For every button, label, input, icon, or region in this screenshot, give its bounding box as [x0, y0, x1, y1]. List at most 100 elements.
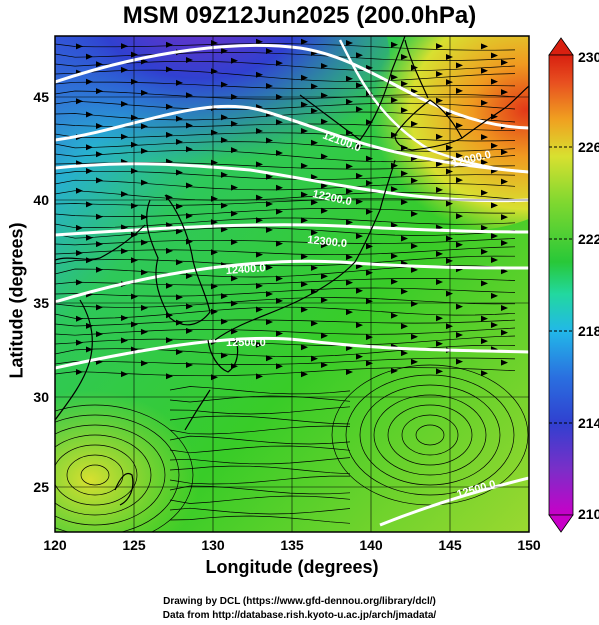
- streamline: [55, 60, 516, 72]
- streamline: [169, 425, 351, 435]
- streamline: [55, 69, 516, 82]
- streamline-arrow: [276, 240, 283, 247]
- streamline-swirl: [401, 414, 459, 456]
- streamline-arrow: [166, 247, 173, 254]
- streamline-arrow: [76, 249, 83, 256]
- streamline-arrow: [346, 254, 353, 261]
- streamline-arrow: [401, 53, 408, 60]
- streamline-arrow: [356, 287, 363, 294]
- streamline-arrow: [366, 155, 373, 162]
- streamline-arrow: [436, 368, 443, 375]
- y-tick-label: 35: [33, 295, 49, 311]
- streamline-arrow: [346, 39, 353, 46]
- streamline-arrow: [491, 78, 498, 85]
- streamline-arrow: [176, 203, 183, 210]
- streamline-arrow: [176, 138, 183, 145]
- streamline-arrow: [411, 210, 418, 217]
- streamline-arrow: [366, 119, 373, 126]
- streamline-arrow: [131, 78, 138, 85]
- streamline-arrow: [501, 59, 508, 66]
- streamline-arrow: [121, 133, 128, 140]
- streamline-arrow: [391, 186, 398, 193]
- streamline-arrow: [311, 199, 318, 206]
- streamline: [55, 335, 516, 346]
- streamline-swirl: [345, 374, 515, 496]
- streamline-arrow: [176, 115, 183, 122]
- streamline-arrow: [266, 137, 273, 144]
- streamline-arrow: [141, 214, 148, 221]
- streamline-arrow: [446, 235, 453, 242]
- streamline-arrow: [86, 111, 93, 118]
- streamline-arrow: [436, 133, 443, 140]
- streamline-arrow: [436, 186, 443, 193]
- streamline-arrow: [131, 167, 138, 174]
- streamline-arrow: [456, 213, 463, 220]
- streamline-arrow: [356, 142, 363, 149]
- streamline-arrow: [501, 89, 508, 96]
- streamline-arrow: [481, 370, 488, 377]
- streamline: [169, 495, 351, 504]
- streamline-arrow: [266, 226, 273, 233]
- streamline-arrow: [141, 328, 148, 335]
- streamline: [55, 132, 516, 142]
- contour-12500: [55, 336, 529, 370]
- streamline-arrow: [141, 58, 148, 65]
- streamline-arrow: [221, 171, 228, 178]
- streamline: [169, 386, 351, 395]
- streamline-arrow: [446, 200, 453, 207]
- streamline-arrow: [231, 184, 238, 191]
- streamline-arrow: [356, 82, 363, 89]
- streamline-swirl: [373, 394, 487, 476]
- cold-core: [55, 36, 390, 190]
- streamline-arrow: [256, 194, 263, 201]
- streamline-arrow: [436, 278, 443, 285]
- streamline: [169, 457, 351, 465]
- streamline-arrow: [501, 359, 508, 366]
- streamline-arrow: [346, 98, 353, 105]
- streamline-arrow: [366, 269, 373, 276]
- streamline: [55, 207, 515, 217]
- streamline-arrow: [481, 67, 488, 74]
- streamline-arrow: [221, 293, 228, 300]
- graticule: [55, 36, 529, 532]
- streamline-swirl: [331, 364, 529, 506]
- streamline-arrow: [231, 120, 238, 127]
- streamline-swirl: [55, 444, 138, 506]
- streamline-arrow: [176, 228, 183, 235]
- streamline-arrow: [401, 288, 408, 295]
- streamline-arrow: [311, 107, 318, 114]
- streamline-arrow: [176, 259, 183, 266]
- streamline-arrow: [346, 279, 353, 286]
- y-axis-label: Latitude (degrees): [6, 222, 27, 379]
- streamline-arrow: [131, 202, 138, 209]
- x-tick-label: 150: [517, 537, 541, 553]
- streamline-arrow: [86, 201, 93, 208]
- y-tick-label: 40: [33, 192, 49, 208]
- streamline-arrow: [166, 103, 173, 110]
- streamline-arrow: [456, 331, 463, 338]
- y-tick-label: 25: [33, 479, 49, 495]
- colorbar-bottom-arrow: [548, 514, 574, 533]
- streamline-arrow: [481, 280, 488, 287]
- streamline-arrow: [266, 290, 273, 297]
- contour-12000-east: [338, 39, 529, 174]
- streamline-swirl: [55, 414, 180, 532]
- streamline-arrow: [86, 144, 93, 151]
- streamline-arrow: [121, 66, 128, 73]
- streamline-arrow: [346, 309, 353, 316]
- streamline: [55, 90, 516, 100]
- streamline-arrow: [121, 43, 128, 50]
- streamline-arrow: [276, 208, 283, 215]
- streamline-arrow: [456, 358, 463, 365]
- streamline: [55, 297, 516, 308]
- streamline-arrow: [321, 297, 328, 304]
- streamline: [169, 395, 351, 403]
- streamline-arrow: [491, 321, 498, 328]
- streamline-arrow: [176, 348, 183, 355]
- x-tick-labels: 120 125 130 135 140 145 150: [43, 537, 541, 553]
- contour-12500-south: [379, 476, 529, 527]
- streamline-arrow: [166, 373, 173, 380]
- streamline: [169, 435, 351, 445]
- streamline-arrow: [436, 315, 443, 322]
- streamline-arrow: [301, 128, 308, 135]
